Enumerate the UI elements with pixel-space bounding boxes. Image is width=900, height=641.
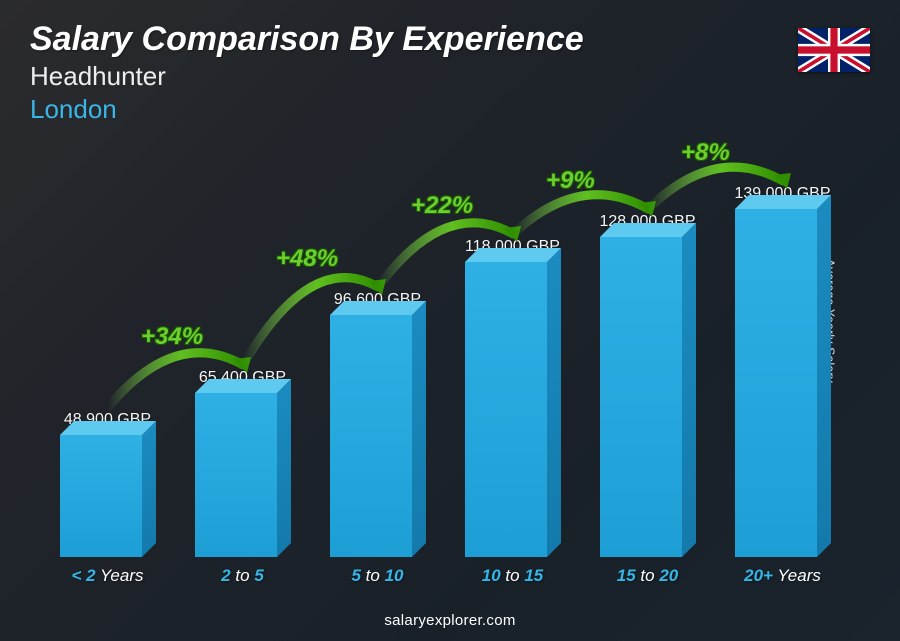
bar-shape [60,435,156,557]
x-label: 15 to 20 [588,566,708,586]
bar-shape [735,209,831,557]
bar-shape [600,237,696,557]
footer-credit: salaryexplorer.com [0,612,900,629]
x-label: 5 to 10 [318,566,438,586]
subtitle-job: Headhunter [30,61,584,92]
bar-1: 65,400 GBP [183,369,303,557]
salary-bar-chart: 48,900 GBP65,400 GBP96,600 GBP118,000 GB… [40,111,850,591]
x-label: 10 to 15 [453,566,573,586]
bar-3: 118,000 GBP [453,238,573,557]
x-labels: < 2 Years 2 to 5 5 to 10 10 to 15 15 to 20 20… [40,561,850,591]
title-block: Salary Comparison By Experience Headhunt… [30,20,584,125]
page-title: Salary Comparison By Experience [30,20,584,59]
bar-0: 48,900 GBP [48,411,168,557]
chart-canvas: { "header": { "title": "Salary Compariso… [0,0,900,641]
bar-shape [330,315,426,557]
x-label: < 2 Years [48,566,168,586]
x-label: 20+ Years [723,566,843,586]
bars-container: 48,900 GBP65,400 GBP96,600 GBP118,000 GB… [40,157,850,557]
bar-2: 96,600 GBP [318,291,438,557]
bar-4: 128,000 GBP [588,213,708,557]
bar-shape [195,393,291,557]
bar-5: 139,000 GBP [723,185,843,557]
uk-flag-icon [798,28,870,72]
bar-shape [465,262,561,557]
x-label: 2 to 5 [183,566,303,586]
